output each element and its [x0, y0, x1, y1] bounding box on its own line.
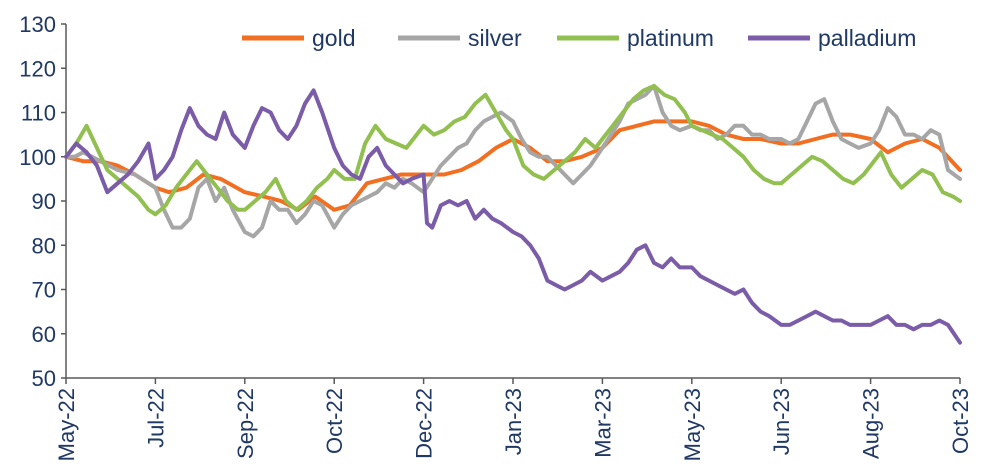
y-tick-label: 60 — [32, 322, 56, 347]
x-axis: May-22 Jul-22 Sep-22 Oct-22 Dec-22 Jan-23 Mar-… — [54, 377, 973, 461]
x-tick-label: May-23 — [680, 388, 705, 461]
y-tick-label: 80 — [32, 233, 56, 258]
y-tick-label: 110 — [21, 101, 56, 126]
series-line-silver — [64, 83, 962, 239]
legend-label-silver: silver — [468, 25, 522, 51]
legend-label-gold: gold — [312, 25, 355, 51]
series-group — [64, 83, 962, 345]
series-line-palladium — [64, 88, 962, 345]
y-tick-label: 90 — [32, 189, 56, 214]
x-tick-label: Sep-22 — [233, 388, 258, 459]
x-tick-label: May-22 — [54, 388, 79, 461]
x-tick-label: Jun-23 — [769, 388, 794, 455]
y-tick-label: 70 — [32, 278, 56, 303]
x-tick-label: Aug-23 — [859, 388, 884, 459]
x-tick-label: Oct-23 — [948, 388, 973, 454]
series-line-platinum — [64, 83, 962, 217]
y-axis: 50 60 70 80 90 100 110 120 130 — [19, 12, 67, 391]
y-tick-label: 50 — [32, 366, 56, 391]
x-tick-label: Mar-23 — [590, 388, 615, 458]
x-tick-label: Jul-22 — [143, 388, 168, 448]
y-tick-label: 130 — [19, 12, 56, 37]
y-tick-label: 100 — [19, 145, 56, 170]
x-tick-label: Dec-22 — [412, 388, 437, 459]
legend-label-palladium: palladium — [818, 25, 916, 51]
y-tick-label: 120 — [19, 56, 56, 81]
x-tick-label: Jan-23 — [501, 388, 526, 455]
x-tick-label: Oct-22 — [322, 388, 347, 454]
legend-label-platinum: platinum — [627, 25, 714, 51]
chart-legend: gold silver platinum palladium — [242, 25, 916, 51]
